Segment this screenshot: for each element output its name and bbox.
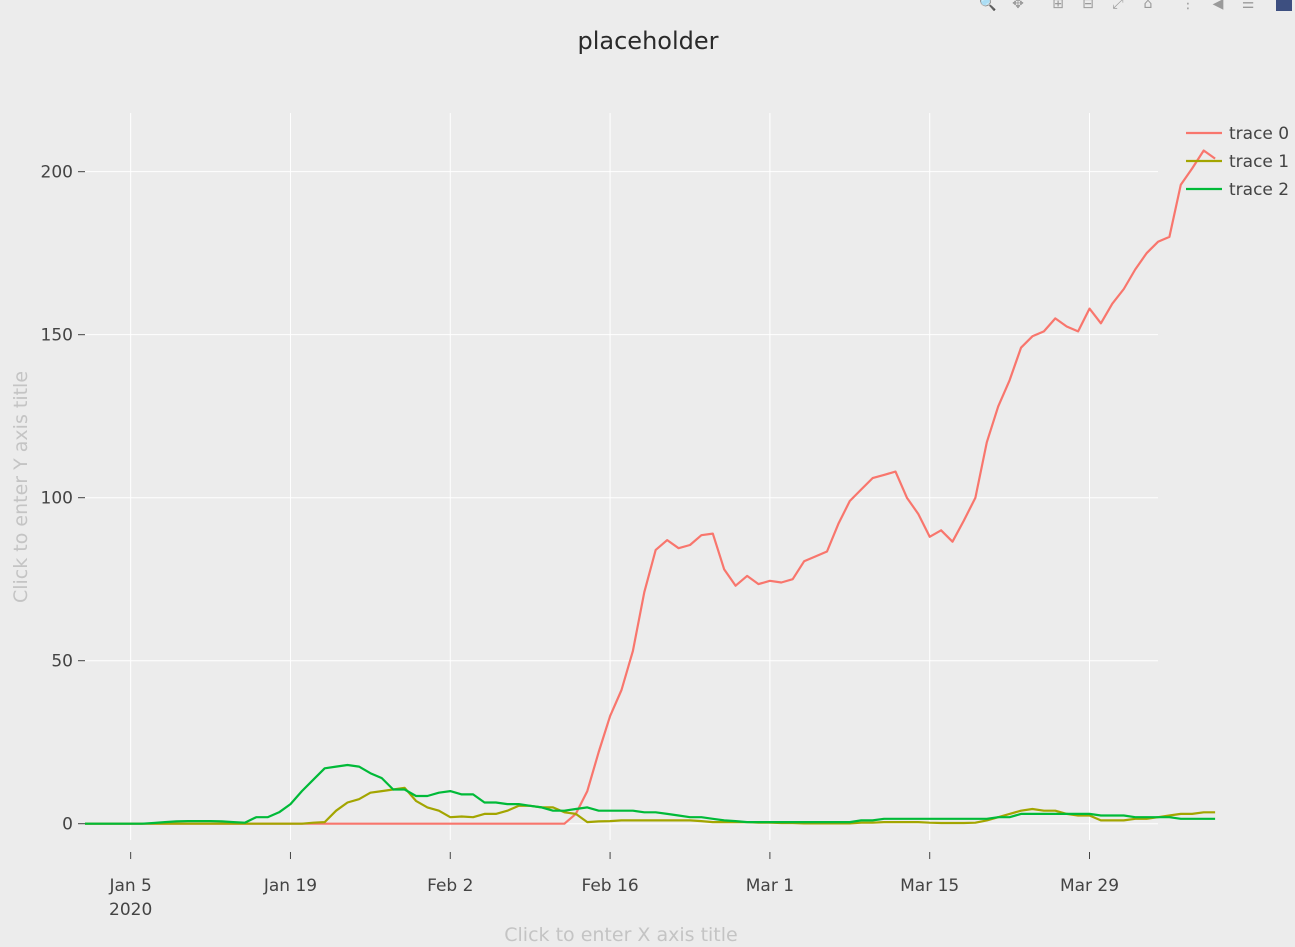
x-tick-label: Mar 29: [1060, 876, 1119, 896]
y-axis-ticks: 0 50 100 150 200: [41, 163, 85, 835]
legend: trace 0 trace 1 trace 2: [1186, 124, 1289, 200]
y-axis-title[interactable]: Click to enter Y axis title: [10, 371, 32, 603]
home-icon[interactable]: ⌂: [1143, 0, 1153, 12]
x-tick-label: Mar 15: [900, 876, 959, 896]
x-tick-sublabel: 2020: [109, 900, 152, 920]
legend-item[interactable]: trace 0: [1186, 124, 1289, 144]
y-tick-label: 200: [41, 163, 73, 183]
x-axis-title[interactable]: Click to enter X axis title: [504, 924, 737, 946]
y-tick-label: 50: [51, 652, 73, 672]
series-line-2[interactable]: [85, 763, 1216, 825]
legend-item[interactable]: trace 1: [1186, 152, 1289, 172]
legend-label: trace 1: [1229, 152, 1289, 172]
x-tick-label: Jan 5: [108, 876, 151, 896]
spike-icon[interactable]: ⋮: [1181, 0, 1195, 12]
grid: [85, 113, 1158, 840]
hover-compare-icon[interactable]: ☰: [1241, 0, 1255, 12]
hover-closest-icon[interactable]: ◀: [1212, 0, 1224, 12]
plotly-logo-icon[interactable]: [1273, 0, 1295, 14]
legend-label: trace 2: [1229, 180, 1289, 200]
series-lines: [85, 149, 1216, 825]
autoscale-icon[interactable]: ⤢: [1112, 0, 1124, 12]
chart-title[interactable]: placeholder: [578, 27, 719, 55]
zoom-in-icon[interactable]: ⊞: [1052, 0, 1064, 12]
zoom-out-icon[interactable]: ⊟: [1082, 0, 1094, 12]
x-tick-label: Feb 16: [582, 876, 639, 896]
x-tick-label: Jan 19: [263, 876, 317, 896]
series-line-0[interactable]: [85, 149, 1216, 825]
y-tick-label: 100: [41, 489, 73, 509]
modebar: 🔍 ✥ ⊞ ⊟ ⤢ ⌂ ⋮ ◀ ☰: [973, 0, 1295, 14]
x-axis-ticks: Jan 5 2020 Jan 19 Feb 2 Feb 16 Mar 1 Mar 15 Mar…: [108, 852, 1119, 920]
y-tick-label: 150: [41, 326, 73, 346]
x-tick-label: Mar 1: [746, 876, 794, 896]
x-tick-label: Feb 2: [427, 876, 473, 896]
zoom-icon[interactable]: 🔍: [979, 0, 997, 12]
pan-icon[interactable]: ✥: [1012, 0, 1024, 12]
y-tick-label: 0: [62, 815, 73, 835]
legend-label: trace 0: [1229, 124, 1289, 144]
series-line-1[interactable]: [85, 786, 1216, 825]
legend-item[interactable]: trace 2: [1186, 180, 1289, 200]
